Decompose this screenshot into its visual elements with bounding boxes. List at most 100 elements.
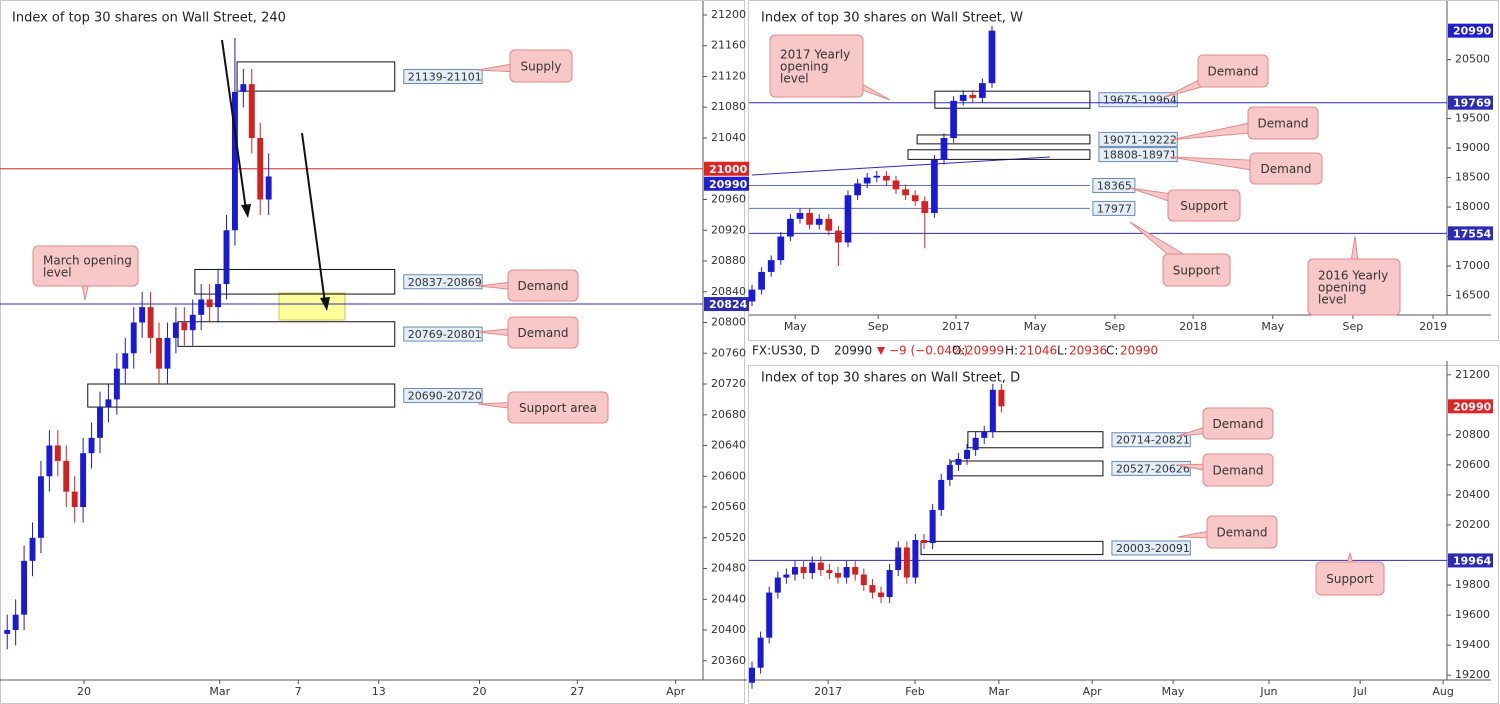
candle-body (63, 460, 70, 492)
y-tick-label: 20600 (1455, 458, 1490, 471)
candle-body (791, 567, 799, 575)
candle-body (97, 407, 103, 438)
arrows (221, 39, 330, 311)
candle-body (950, 100, 957, 139)
candle-body (931, 159, 938, 213)
y-tick-label: 20800 (1455, 428, 1490, 441)
zone-label: 20003-20091 (1116, 542, 1190, 555)
candle-body (757, 637, 764, 668)
price-label-box (1448, 553, 1493, 568)
candle-body (105, 399, 112, 408)
y-tick-label: 20920 (711, 223, 746, 236)
y-tick-label: 20720 (711, 377, 746, 390)
candle-body (938, 479, 945, 510)
callout-box (1167, 189, 1241, 222)
candle-body (806, 212, 813, 225)
callout-text: Demand (1261, 162, 1312, 176)
y-tick-label: 19200 (1455, 668, 1490, 681)
price-label: 19769 (1453, 97, 1491, 110)
candle-body (46, 445, 53, 477)
y-tick-label: 20200 (1455, 518, 1490, 531)
y-tick-label: 21120 (711, 69, 746, 82)
y-tick-label: 16500 (1455, 289, 1490, 302)
price-label-box (704, 176, 749, 191)
candle-body (189, 314, 196, 331)
candle-body (164, 337, 171, 369)
candle-body (774, 577, 781, 593)
candle-body (172, 322, 179, 338)
callout-box (1249, 152, 1323, 185)
header-c: 20990 (1120, 344, 1158, 358)
x-tick-label: Apr (1083, 685, 1103, 698)
callout-text: level (780, 72, 809, 86)
candle-body (80, 453, 87, 508)
candle-body (969, 94, 977, 98)
candle-body (843, 567, 850, 578)
zone-label-box (1098, 92, 1178, 108)
candle-body (835, 573, 842, 578)
x-tick-label: Jul (1352, 685, 1366, 698)
candle-body (767, 260, 775, 272)
x-tick-label: 2017 (942, 320, 970, 333)
callout-box (1162, 253, 1231, 287)
callout-text: opening (780, 60, 829, 74)
zone-label: 21139-21101 (408, 70, 482, 83)
candle-body (777, 236, 785, 261)
candle-body (940, 138, 948, 160)
candle-body (12, 614, 19, 631)
price-label: 20990 (1453, 25, 1492, 38)
candle-body (972, 437, 979, 450)
candle-body (911, 195, 919, 202)
y-tick-label: 19600 (1455, 608, 1490, 621)
y-tick-label: 20500 (1455, 53, 1490, 66)
y-tick-label: 20760 (711, 346, 746, 359)
candle-body (946, 464, 953, 480)
candle-body (21, 560, 28, 615)
candle-body (809, 562, 816, 574)
candle-body (800, 567, 807, 574)
zone-label-box (1098, 147, 1178, 163)
header-h-label: H: (1005, 344, 1018, 358)
callout-text: Demand (1217, 526, 1268, 540)
zone-box (934, 90, 1091, 109)
candle-body (989, 389, 996, 432)
price-label-box (704, 161, 749, 176)
candle-body (156, 337, 162, 369)
candle-body (748, 289, 756, 302)
y-tick-label: 20400 (711, 623, 746, 636)
callout-text: Demand (1258, 117, 1309, 131)
y-tick-label: 19400 (1455, 638, 1490, 651)
candle-body (181, 322, 188, 331)
candle-body (921, 201, 929, 213)
y-tick-label: 18000 (1455, 200, 1490, 213)
y-tick-label: 20520 (711, 531, 746, 544)
callout-box (509, 49, 573, 83)
header-o: 20999 (966, 344, 1004, 358)
x-tick-label: 27 (570, 685, 584, 698)
zone-box (920, 540, 1104, 556)
price-label-box (1448, 23, 1493, 38)
y-tick-label: 21200 (1455, 368, 1490, 381)
y-tick-label: 19000 (1455, 141, 1490, 154)
x-tick-label: Mar (209, 685, 230, 698)
y-tick-label: 18500 (1455, 171, 1490, 184)
candle-body (29, 537, 36, 561)
candle-body (826, 570, 833, 574)
arrow-head (241, 204, 251, 218)
zone-label: 20690-20720 (408, 390, 482, 403)
header-h: 21046 (1019, 344, 1057, 358)
price-label-box (1448, 95, 1493, 110)
candle-body (869, 585, 876, 593)
y-tick-label: 20400 (1455, 488, 1490, 501)
candle-body (892, 180, 900, 190)
candle-body (844, 195, 852, 243)
zone-box (916, 134, 1091, 145)
candle-body (852, 567, 859, 575)
candle-body (71, 491, 78, 508)
candle-body (955, 458, 962, 465)
candle-body (231, 91, 238, 231)
candle-body (981, 431, 988, 438)
callout-box (1197, 54, 1269, 88)
x-tick-label: May (1261, 320, 1284, 333)
zone-label: 18808-18971 (1103, 149, 1177, 162)
